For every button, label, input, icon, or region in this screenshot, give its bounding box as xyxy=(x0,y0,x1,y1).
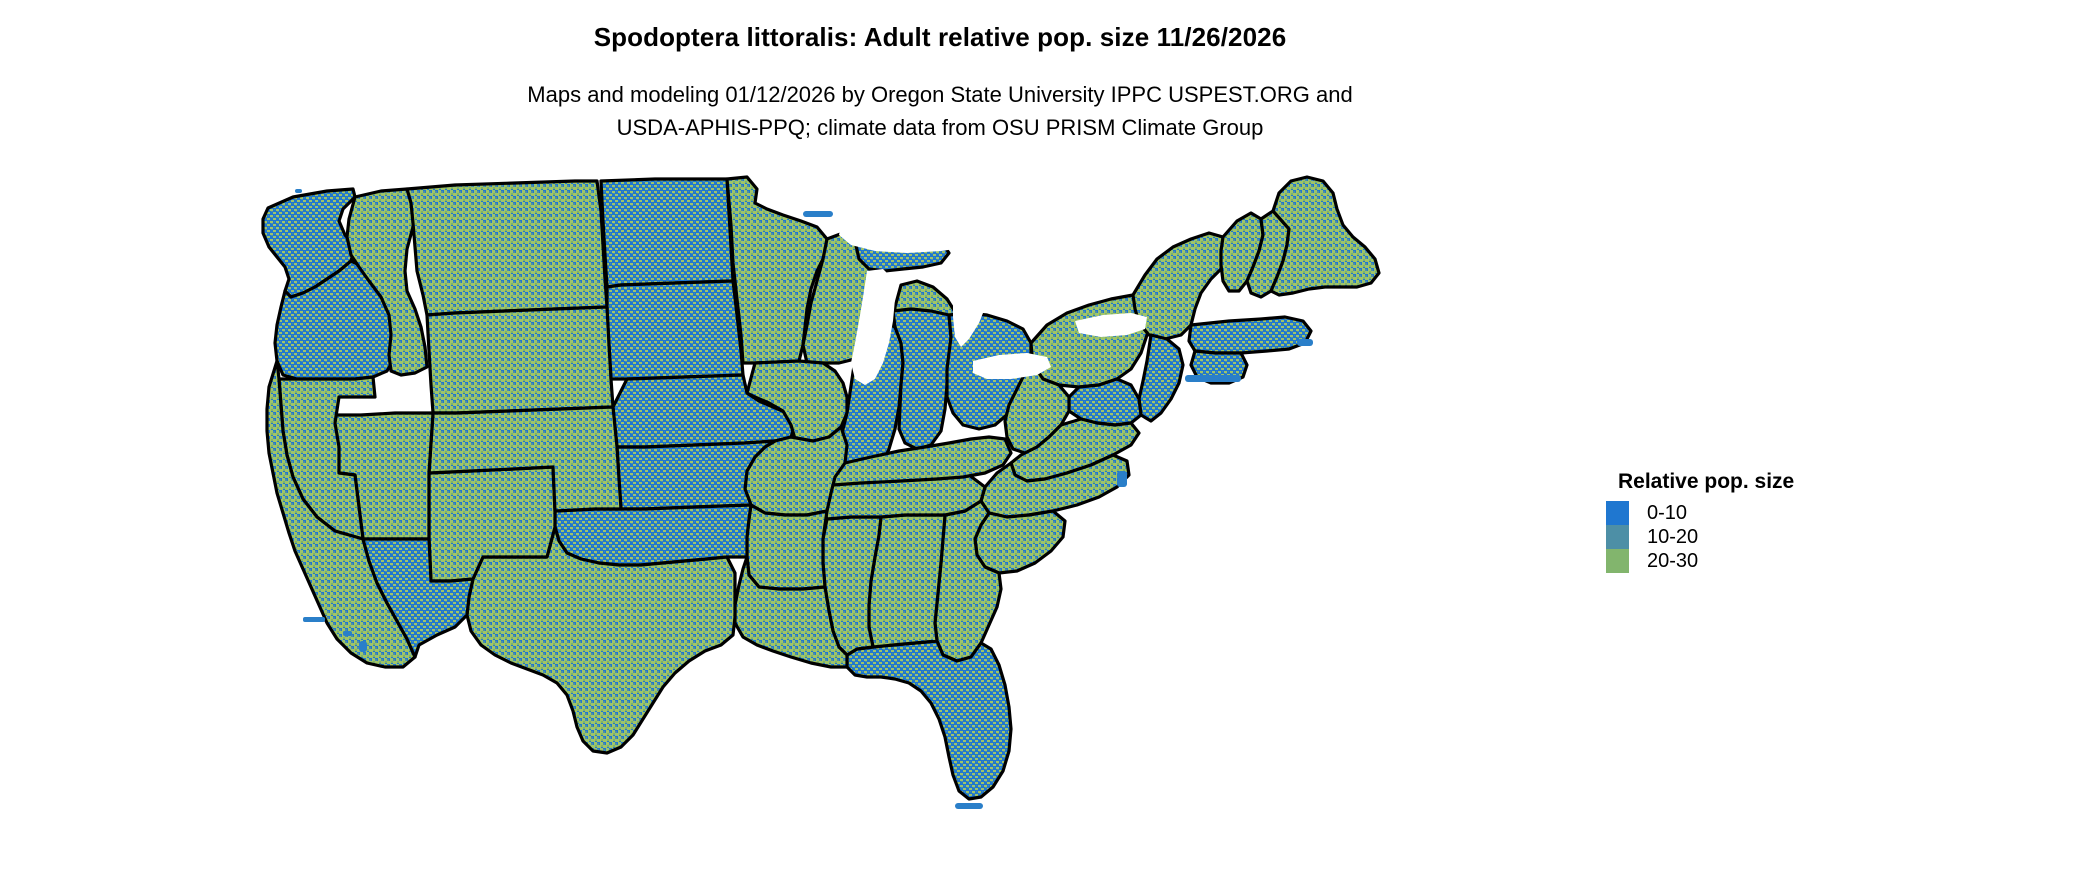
island-cape-cod xyxy=(1297,339,1313,346)
legend-item-20-30[interactable]: 20-30 xyxy=(1606,549,1906,573)
lake-huron xyxy=(953,263,991,347)
island-isle-royale xyxy=(803,211,833,217)
lake-michigan xyxy=(851,269,895,385)
island-outer-banks xyxy=(1117,471,1127,487)
state-south-dakota[interactable] xyxy=(605,279,745,381)
us-choropleth-map xyxy=(255,175,1585,892)
page-subtitle: Maps and modeling 01/12/2026 by Oregon S… xyxy=(0,78,1880,144)
state-indiana[interactable] xyxy=(891,307,953,451)
island-long-island xyxy=(1185,375,1241,382)
state-colorado[interactable] xyxy=(427,405,623,513)
legend-swatch-20-30 xyxy=(1606,549,1629,573)
legend-label-10-20: 10-20 xyxy=(1647,526,1699,548)
legend-item-0-10[interactable]: 0-10 xyxy=(1606,501,1906,525)
island-channel-1 xyxy=(303,617,325,622)
lake-erie xyxy=(973,353,1051,379)
subtitle-line-1: Maps and modeling 01/12/2026 by Oregon S… xyxy=(527,82,1353,107)
island-channel-3 xyxy=(359,641,367,652)
legend-swatch-0-10 xyxy=(1606,501,1629,525)
lake-superior xyxy=(839,217,985,253)
legend-title: Relative pop. size xyxy=(1618,470,1795,493)
island-channel-2 xyxy=(343,631,352,636)
page-title: Spodoptera littoralis: Adult relative po… xyxy=(593,22,1287,52)
map-svg xyxy=(255,175,1585,892)
state-new-jersey[interactable] xyxy=(1137,333,1185,423)
state-maine[interactable] xyxy=(1269,175,1381,297)
legend-label-20-30: 20-30 xyxy=(1647,550,1699,572)
map-legend: Relative pop. size 0-10 10-20 20-30 xyxy=(1606,470,1906,573)
state-minnesota[interactable] xyxy=(725,175,829,365)
states-layer xyxy=(261,175,1381,801)
lake-ontario xyxy=(1075,313,1147,337)
great-lakes-layer xyxy=(839,217,1147,385)
state-california[interactable] xyxy=(265,359,417,669)
legend-swatch-10-20 xyxy=(1606,525,1629,549)
state-wyoming[interactable] xyxy=(425,305,615,415)
state-arizona[interactable] xyxy=(361,537,475,659)
island-puget-sound xyxy=(295,189,302,193)
state-arkansas[interactable] xyxy=(745,503,829,591)
island-florida-keys xyxy=(955,803,983,809)
state-kentucky[interactable] xyxy=(827,435,1013,487)
legend-item-10-20[interactable]: 10-20 xyxy=(1606,525,1906,549)
subtitle-line-2: USDA-APHIS-PPQ; climate data from OSU PR… xyxy=(616,115,1264,140)
legend-rows: 0-10 10-20 20-30 xyxy=(1606,501,1906,573)
state-massachusetts[interactable] xyxy=(1187,315,1313,355)
state-texas[interactable] xyxy=(465,525,737,755)
state-north-dakota[interactable] xyxy=(599,177,735,289)
legend-label-0-10: 0-10 xyxy=(1647,502,1688,524)
state-new-york[interactable] xyxy=(1131,231,1231,341)
state-montana[interactable] xyxy=(405,179,609,317)
offshore-islands-layer xyxy=(295,189,1313,809)
